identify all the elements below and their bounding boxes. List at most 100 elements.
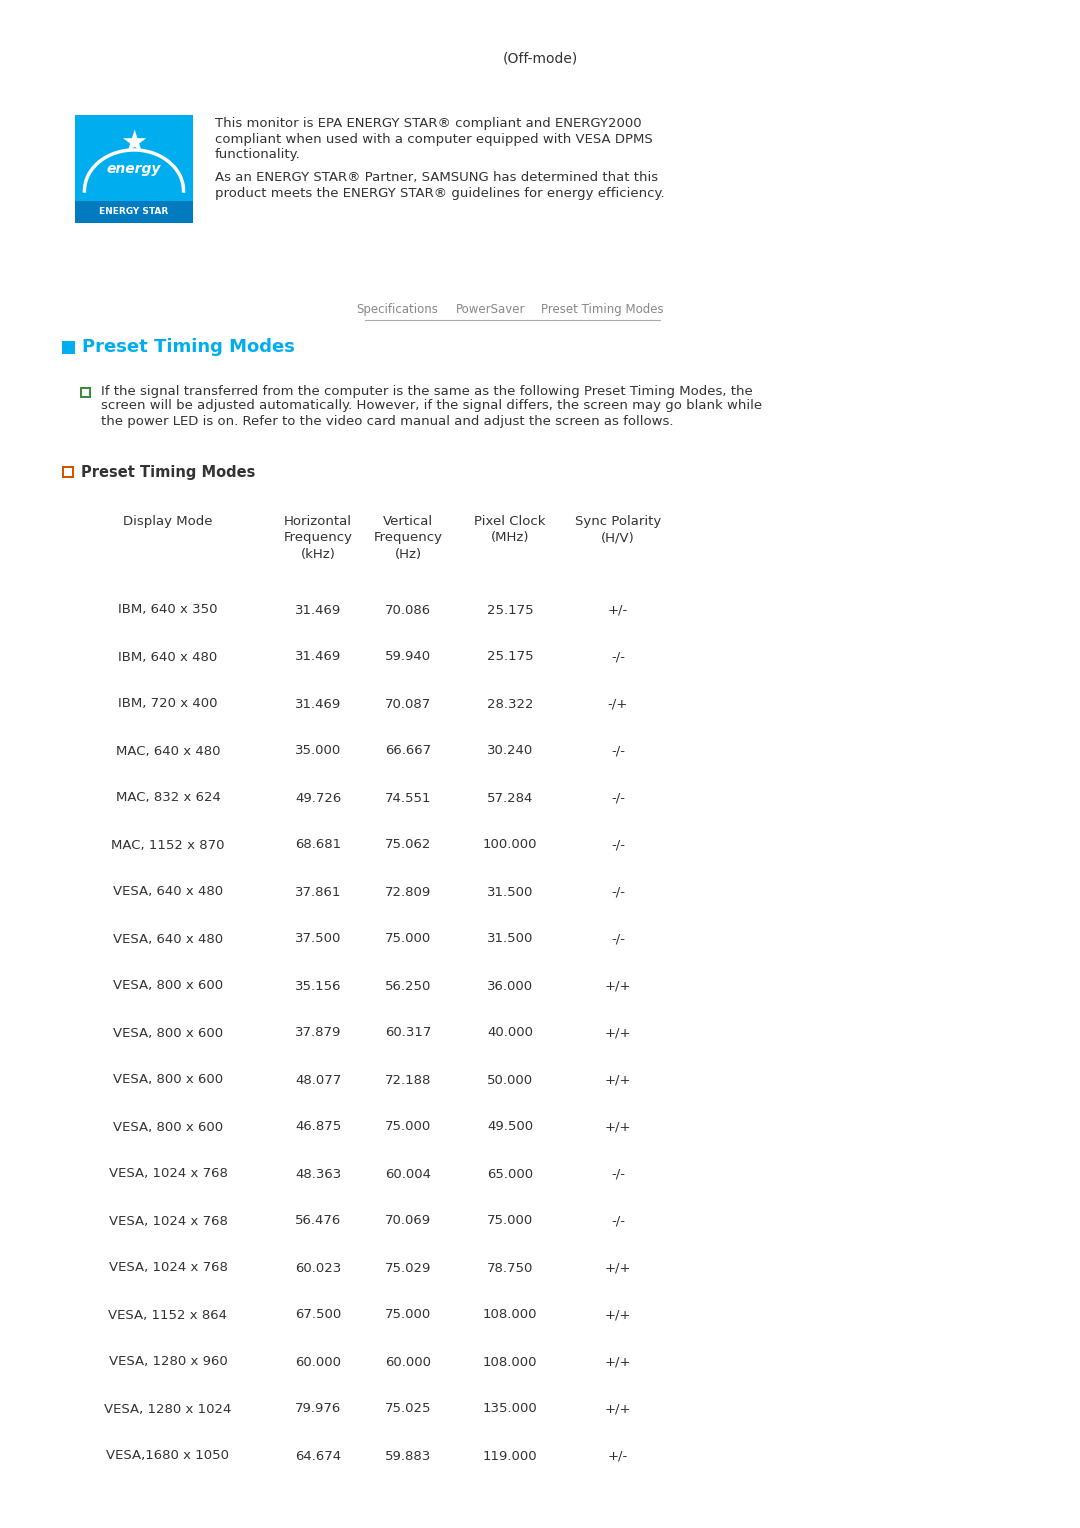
- Text: 25.175: 25.175: [487, 604, 534, 616]
- Text: 79.976: 79.976: [295, 1403, 341, 1415]
- FancyBboxPatch shape: [75, 202, 193, 223]
- Text: +/-: +/-: [608, 1450, 629, 1462]
- Text: 60.004: 60.004: [384, 1167, 431, 1181]
- Text: 28.322: 28.322: [487, 697, 534, 711]
- Text: 35.156: 35.156: [295, 979, 341, 993]
- Text: PowerSaver: PowerSaver: [456, 303, 526, 316]
- Text: 50.000: 50.000: [487, 1074, 534, 1086]
- Text: 49.726: 49.726: [295, 792, 341, 805]
- Text: -/-: -/-: [611, 1167, 625, 1181]
- Text: +/+: +/+: [605, 1262, 631, 1274]
- Text: VESA, 640 x 480: VESA, 640 x 480: [113, 886, 224, 898]
- Text: Horizontal
Frequency
(kHz): Horizontal Frequency (kHz): [283, 515, 352, 561]
- Text: 59.940: 59.940: [384, 651, 431, 663]
- Text: 72.809: 72.809: [384, 886, 431, 898]
- Text: compliant when used with a computer equipped with VESA DPMS: compliant when used with a computer equi…: [215, 133, 652, 145]
- Text: 75.062: 75.062: [384, 839, 431, 851]
- Text: MAC, 1152 x 870: MAC, 1152 x 870: [111, 839, 225, 851]
- Text: Vertical
Frequency
(Hz): Vertical Frequency (Hz): [374, 515, 443, 561]
- Text: Pixel Clock
(MHz): Pixel Clock (MHz): [474, 515, 545, 544]
- Text: -/-: -/-: [611, 792, 625, 805]
- FancyBboxPatch shape: [82, 390, 89, 396]
- Text: -/-: -/-: [611, 886, 625, 898]
- Text: 68.681: 68.681: [295, 839, 341, 851]
- Text: -/-: -/-: [611, 651, 625, 663]
- Text: IBM, 720 x 400: IBM, 720 x 400: [118, 697, 218, 711]
- Text: 31.469: 31.469: [295, 651, 341, 663]
- Text: +/+: +/+: [605, 1308, 631, 1322]
- Text: 75.029: 75.029: [384, 1262, 431, 1274]
- Text: MAC, 832 x 624: MAC, 832 x 624: [116, 792, 220, 805]
- Text: 108.000: 108.000: [483, 1308, 537, 1322]
- Text: 75.000: 75.000: [384, 1308, 431, 1322]
- Text: If the signal transferred from the computer is the same as the following Preset : If the signal transferred from the compu…: [102, 385, 753, 397]
- Text: VESA, 1280 x 960: VESA, 1280 x 960: [109, 1355, 228, 1369]
- Text: 25.175: 25.175: [487, 651, 534, 663]
- Text: 60.023: 60.023: [295, 1262, 341, 1274]
- FancyBboxPatch shape: [80, 387, 91, 397]
- Text: 37.879: 37.879: [295, 1027, 341, 1039]
- Text: -/-: -/-: [611, 932, 625, 946]
- Text: -/-: -/-: [611, 839, 625, 851]
- Text: -/-: -/-: [611, 1215, 625, 1227]
- FancyBboxPatch shape: [75, 115, 193, 223]
- Text: 40.000: 40.000: [487, 1027, 534, 1039]
- Text: Preset Timing Modes: Preset Timing Modes: [81, 465, 255, 480]
- Text: 48.077: 48.077: [295, 1074, 341, 1086]
- Text: 75.000: 75.000: [384, 932, 431, 946]
- Text: 100.000: 100.000: [483, 839, 537, 851]
- Text: 75.000: 75.000: [384, 1120, 431, 1134]
- Text: 56.476: 56.476: [295, 1215, 341, 1227]
- Text: VESA, 1152 x 864: VESA, 1152 x 864: [108, 1308, 228, 1322]
- Text: product meets the ENERGY STAR® guidelines for energy efficiency.: product meets the ENERGY STAR® guideline…: [215, 186, 664, 200]
- Text: 70.069: 70.069: [384, 1215, 431, 1227]
- Text: 36.000: 36.000: [487, 979, 534, 993]
- Text: +/+: +/+: [605, 979, 631, 993]
- Text: ★: ★: [120, 128, 148, 157]
- Text: ENERGY STAR: ENERGY STAR: [99, 208, 168, 217]
- Text: Specifications: Specifications: [356, 303, 437, 316]
- Text: 119.000: 119.000: [483, 1450, 538, 1462]
- Text: As an ENERGY STAR® Partner, SAMSUNG has determined that this: As an ENERGY STAR® Partner, SAMSUNG has …: [215, 171, 658, 185]
- Text: +/+: +/+: [605, 1027, 631, 1039]
- Text: VESA, 640 x 480: VESA, 640 x 480: [113, 932, 224, 946]
- Text: 48.363: 48.363: [295, 1167, 341, 1181]
- Text: Preset Timing Modes: Preset Timing Modes: [541, 303, 663, 316]
- Text: 78.750: 78.750: [487, 1262, 534, 1274]
- Text: 60.317: 60.317: [384, 1027, 431, 1039]
- Text: 67.500: 67.500: [295, 1308, 341, 1322]
- Text: VESA, 800 x 600: VESA, 800 x 600: [113, 979, 224, 993]
- Text: 30.240: 30.240: [487, 744, 534, 758]
- Text: 65.000: 65.000: [487, 1167, 534, 1181]
- Text: IBM, 640 x 480: IBM, 640 x 480: [119, 651, 218, 663]
- Text: +/-: +/-: [608, 604, 629, 616]
- Text: 66.667: 66.667: [384, 744, 431, 758]
- Text: 59.883: 59.883: [384, 1450, 431, 1462]
- Text: 75.025: 75.025: [384, 1403, 431, 1415]
- Text: This monitor is EPA ENERGY STAR® compliant and ENERGY2000: This monitor is EPA ENERGY STAR® complia…: [215, 118, 642, 130]
- Text: 56.250: 56.250: [384, 979, 431, 993]
- Text: 135.000: 135.000: [483, 1403, 538, 1415]
- FancyBboxPatch shape: [62, 341, 75, 354]
- Text: -/+: -/+: [608, 697, 629, 711]
- Text: Preset Timing Modes: Preset Timing Modes: [82, 338, 295, 356]
- Text: 60.000: 60.000: [295, 1355, 341, 1369]
- Text: VESA, 1024 x 768: VESA, 1024 x 768: [109, 1215, 228, 1227]
- Text: VESA, 1024 x 768: VESA, 1024 x 768: [109, 1167, 228, 1181]
- Text: +/+: +/+: [605, 1120, 631, 1134]
- Text: 72.188: 72.188: [384, 1074, 431, 1086]
- Text: VESA, 1024 x 768: VESA, 1024 x 768: [109, 1262, 228, 1274]
- Text: energy: energy: [107, 162, 161, 176]
- Text: 57.284: 57.284: [487, 792, 534, 805]
- Text: 31.469: 31.469: [295, 604, 341, 616]
- Text: functionality.: functionality.: [215, 148, 300, 160]
- Text: (Off-mode): (Off-mode): [502, 52, 578, 66]
- Text: 108.000: 108.000: [483, 1355, 537, 1369]
- Text: VESA, 800 x 600: VESA, 800 x 600: [113, 1120, 224, 1134]
- Text: Display Mode: Display Mode: [123, 515, 213, 529]
- Text: 60.000: 60.000: [384, 1355, 431, 1369]
- Text: Sync Polarity
(H/V): Sync Polarity (H/V): [575, 515, 661, 544]
- Text: 31.469: 31.469: [295, 697, 341, 711]
- Text: VESA, 800 x 600: VESA, 800 x 600: [113, 1027, 224, 1039]
- Text: 64.674: 64.674: [295, 1450, 341, 1462]
